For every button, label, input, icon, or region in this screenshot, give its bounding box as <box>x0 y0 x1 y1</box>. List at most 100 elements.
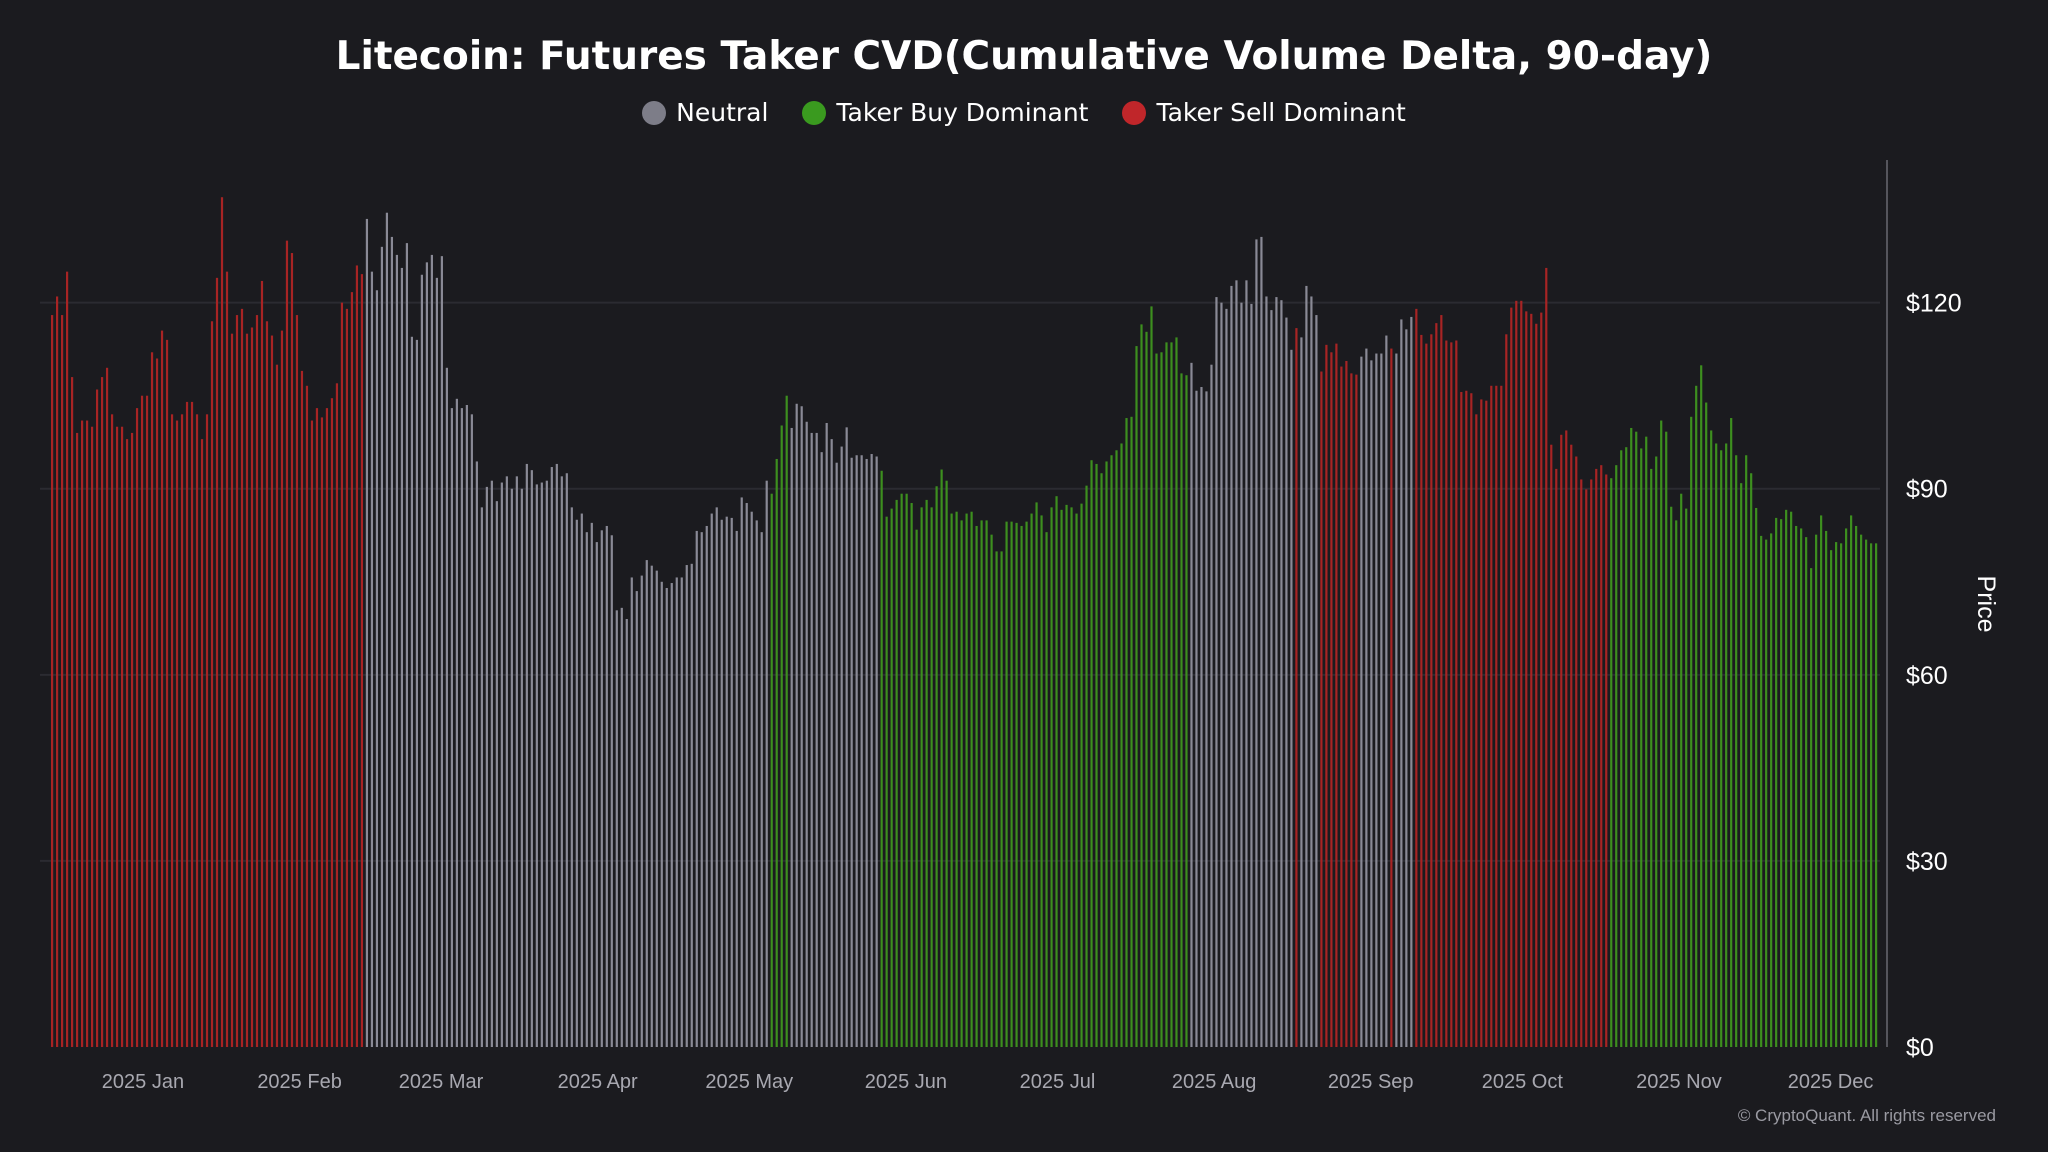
bar-buy <box>1630 427 1633 1048</box>
bar-buy <box>1875 543 1878 1047</box>
bar-buy <box>1690 416 1693 1048</box>
bar-sell <box>130 432 134 1047</box>
bar-sell <box>1520 300 1523 1048</box>
bar-sell <box>200 439 204 1048</box>
bar-buy <box>1775 517 1778 1047</box>
bar-buy <box>1670 506 1673 1048</box>
bar-buy <box>1770 533 1773 1047</box>
x-tick-label: 2025 Mar <box>399 1071 484 1093</box>
bar-sell <box>125 439 129 1048</box>
bar-neutral <box>445 367 448 1047</box>
bar-neutral <box>1400 319 1403 1048</box>
bar-sell <box>1505 334 1508 1048</box>
bar-neutral <box>420 274 423 1048</box>
bar-buy <box>1860 534 1863 1047</box>
bar-sell <box>1565 430 1568 1047</box>
bar-sell <box>310 420 314 1048</box>
bar-buy <box>1070 507 1073 1047</box>
bar-neutral <box>630 577 633 1047</box>
bar-sell <box>305 385 309 1047</box>
bar-buy <box>1005 521 1008 1047</box>
bar-neutral <box>1370 360 1373 1047</box>
bar-neutral <box>570 507 573 1047</box>
bar-sell <box>215 277 219 1047</box>
bar-buy <box>1065 504 1068 1048</box>
bar-sell <box>1345 360 1348 1047</box>
bar-neutral <box>1200 387 1203 1048</box>
bar-neutral <box>620 607 623 1047</box>
bar-buy <box>1750 473 1753 1047</box>
x-tick-label: 2025 Dec <box>1788 1071 1874 1093</box>
y-tick-label: $90 <box>1906 476 1948 504</box>
bar-sell <box>260 280 264 1047</box>
bar-neutral <box>430 254 433 1047</box>
bar-buy <box>910 503 913 1048</box>
bar-neutral <box>565 473 568 1047</box>
bar-buy <box>1855 525 1858 1047</box>
bar-sell <box>65 271 69 1047</box>
bar-sell <box>1550 444 1553 1048</box>
bar-sell <box>1450 342 1453 1047</box>
bar-buy <box>985 520 988 1047</box>
bar-neutral <box>405 243 409 1047</box>
bar-sell <box>85 420 89 1048</box>
bar-sell <box>135 408 139 1047</box>
bar-neutral <box>1300 337 1303 1047</box>
legend-label: Neutral <box>676 98 769 127</box>
bar-buy <box>995 551 998 1047</box>
x-tick-label: 2025 Oct <box>1482 1071 1564 1093</box>
bar-buy <box>1765 539 1768 1047</box>
bar-neutral <box>750 511 753 1047</box>
bar-neutral <box>395 254 399 1047</box>
bar-neutral <box>485 486 488 1047</box>
legend: Neutral Taker Buy Dominant Taker Sell Do… <box>0 98 2048 127</box>
bar-buy <box>1135 346 1138 1047</box>
bar-neutral <box>840 446 843 1048</box>
bar-neutral <box>1310 296 1313 1047</box>
bar-buy <box>1795 525 1798 1047</box>
bar-neutral <box>765 480 768 1048</box>
bar-sell <box>1560 434 1563 1047</box>
bar-sell <box>1350 373 1353 1047</box>
bar-sell <box>1320 371 1323 1047</box>
bar-neutral <box>505 476 508 1047</box>
bar-buy <box>1010 521 1013 1047</box>
bar-buy <box>895 499 898 1047</box>
bar-neutral <box>670 583 673 1047</box>
bar-buy <box>1790 511 1793 1047</box>
bar-sell <box>195 414 199 1047</box>
bar-buy <box>1090 460 1093 1047</box>
bar-neutral <box>1285 317 1288 1048</box>
bar-sell <box>1600 465 1603 1047</box>
bar-buy <box>1835 542 1838 1047</box>
bar-buy <box>1730 418 1733 1047</box>
bar-neutral <box>365 218 369 1047</box>
bar-neutral <box>510 488 513 1047</box>
bar-buy <box>1675 520 1678 1047</box>
bar-neutral <box>730 517 733 1047</box>
bar-neutral <box>455 398 458 1047</box>
bar-buy <box>1085 485 1088 1047</box>
legend-item-neutral[interactable]: Neutral <box>642 98 768 127</box>
y-tick-label: $120 <box>1906 290 1962 318</box>
bar-buy <box>925 499 928 1047</box>
bar-neutral <box>440 256 443 1047</box>
bar-neutral <box>1360 356 1363 1047</box>
bar-neutral <box>1410 316 1413 1047</box>
copyright-notice: © CryptoQuant. All rights reserved <box>1737 1106 1996 1125</box>
bar-neutral <box>580 513 583 1047</box>
bar-sell <box>1525 311 1528 1047</box>
bar-neutral <box>615 610 618 1047</box>
bar-buy <box>1155 353 1158 1047</box>
bar-sell <box>1540 312 1543 1047</box>
bar-buy <box>1710 430 1713 1047</box>
bar-neutral <box>465 405 468 1047</box>
bar-neutral <box>575 519 578 1047</box>
y-tick-label: $0 <box>1906 1034 1934 1062</box>
bar-neutral <box>795 403 798 1048</box>
legend-item-sell[interactable]: Taker Sell Dominant <box>1122 98 1406 127</box>
bar-buy <box>1100 473 1103 1047</box>
legend-item-buy[interactable]: Taker Buy Dominant <box>802 98 1088 127</box>
bar-neutral <box>735 530 738 1047</box>
bar-sell <box>155 358 159 1047</box>
